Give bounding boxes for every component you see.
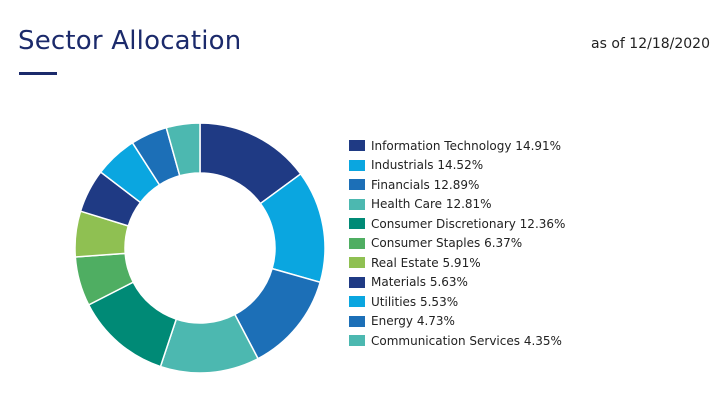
legend-swatch (349, 218, 365, 230)
legend-item: Communication Services 4.35% (349, 331, 565, 351)
legend-label: Utilities 5.53% (371, 294, 459, 309)
legend-item: Consumer Staples 6.37% (349, 234, 565, 254)
legend-label: Real Estate 5.91% (371, 255, 481, 270)
legend-swatch (349, 296, 365, 308)
legend-label: Materials 5.63% (371, 275, 468, 290)
as-of-date: as of 12/18/2020 (591, 36, 710, 52)
legend-swatch (349, 335, 365, 347)
legend-swatch (349, 237, 365, 249)
legend-item: Energy 4.73% (349, 312, 565, 332)
legend-swatch (349, 198, 365, 210)
legend-item: Consumer Discretionary 12.36% (349, 214, 565, 234)
title-underline (19, 72, 57, 75)
legend-label: Industrials 14.52% (371, 158, 484, 173)
legend-item: Industrials 14.52% (349, 156, 565, 176)
legend-item: Information Technology 14.91% (349, 136, 565, 156)
legend-swatch (349, 315, 365, 327)
legend-label: Communication Services 4.35% (371, 333, 562, 348)
page-title: Sector Allocation (18, 26, 242, 56)
legend-label: Consumer Discretionary 12.36% (371, 216, 566, 231)
legend-swatch (349, 140, 365, 152)
legend-label: Information Technology 14.91% (371, 138, 562, 153)
legend-label: Energy 4.73% (371, 314, 455, 329)
legend-item: Financials 12.89% (349, 175, 565, 195)
legend-label: Financials 12.89% (371, 177, 480, 192)
chart-legend: Information Technology 14.91% Industrials… (349, 136, 565, 351)
legend-item: Utilities 5.53% (349, 292, 565, 312)
legend-swatch (349, 276, 365, 288)
legend-label: Consumer Staples 6.37% (371, 236, 523, 251)
legend-swatch (349, 257, 365, 269)
legend-item: Real Estate 5.91% (349, 253, 565, 273)
legend-swatch (349, 179, 365, 191)
sector-donut-chart (74, 122, 326, 374)
legend-swatch (349, 159, 365, 171)
legend-label: Health Care 12.81% (371, 197, 492, 212)
legend-item: Materials 5.63% (349, 273, 565, 293)
donut-slice-communication-services (165, 122, 201, 177)
legend-item: Health Care 12.81% (349, 195, 565, 215)
